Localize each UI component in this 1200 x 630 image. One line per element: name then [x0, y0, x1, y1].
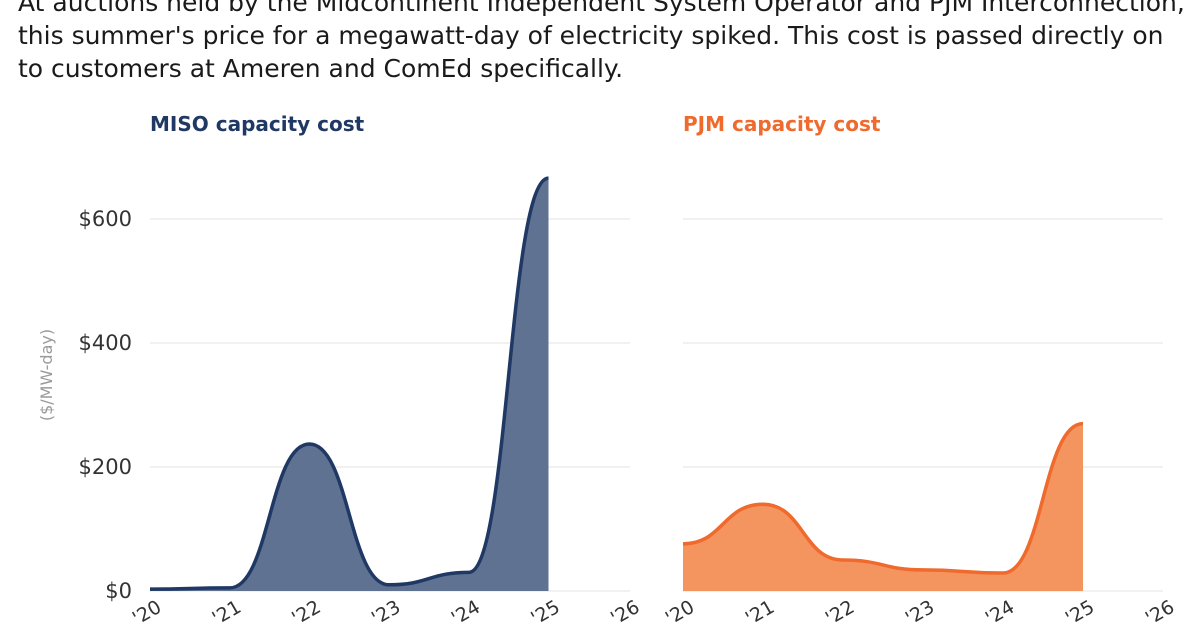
chart-caption: At auctions held by the Midcontinent Ind…: [18, 0, 1185, 83]
miso-x-tick-label: '26: [607, 596, 643, 630]
pjm-panel-title: PJM capacity cost: [683, 112, 881, 136]
pjm-area: [683, 423, 1083, 591]
pjm-x-tick-label: '24: [982, 596, 1018, 630]
pjm-x-tick-label: '26: [1142, 596, 1178, 630]
pjm-x-tick-label: '22: [822, 596, 858, 630]
miso-y-tick-label: $200: [79, 455, 132, 479]
miso-x-tick-label: '20: [129, 596, 165, 630]
pjm-x-tick-label: '23: [902, 596, 938, 630]
pjm-series-line: [682, 421, 1084, 575]
miso-series-line: [149, 176, 550, 591]
miso-x-tick-label: '25: [527, 596, 563, 630]
y-axis-label: ($/MW-day): [37, 329, 56, 421]
miso-x-tick-label: '22: [288, 596, 324, 630]
miso-y-tick-label: $0: [105, 579, 132, 603]
miso-x-tick-label: '21: [208, 596, 244, 630]
pjm-x-tick-label: '20: [662, 596, 698, 630]
pjm-x-tick-label: '25: [1062, 596, 1098, 630]
miso-area: [150, 178, 549, 591]
miso-y-tick-label: $400: [79, 331, 132, 355]
miso-x-tick-label: '24: [448, 596, 484, 630]
miso-panel-title: MISO capacity cost: [150, 112, 365, 136]
miso-y-tick-label: $600: [79, 207, 132, 231]
pjm-x-tick-label: '21: [742, 596, 778, 630]
miso-x-tick-label: '23: [368, 596, 404, 630]
